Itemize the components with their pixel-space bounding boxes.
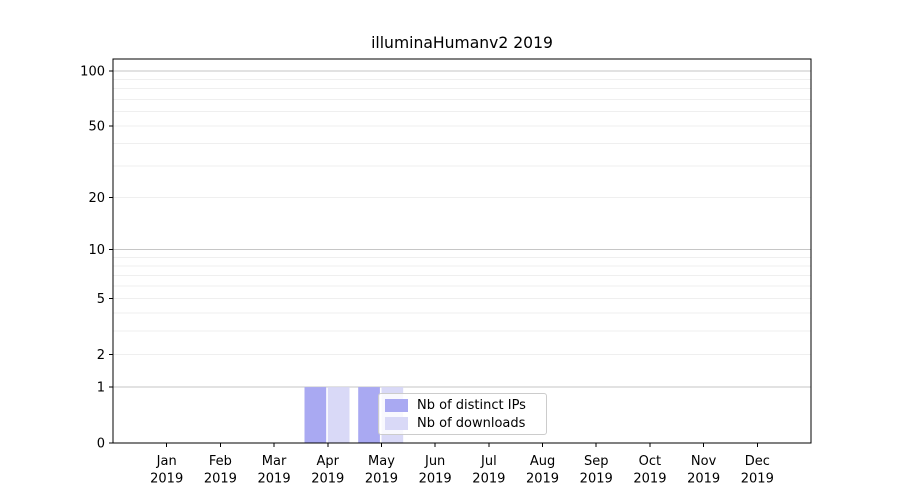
x-tick-label-jul: Jul 2019: [472, 454, 505, 487]
bar-downloads-apr: [327, 387, 350, 443]
y-tick-label-5: 5: [97, 292, 105, 307]
y-tick-label-10: 10: [88, 243, 105, 258]
x-tick-label-aug: Aug 2019: [526, 454, 559, 487]
x-tick-label-jan: Jan 2019: [150, 454, 183, 487]
x-tick-label-jun: Jun 2019: [419, 454, 452, 487]
y-tick-label-2: 2: [97, 348, 105, 363]
legend-label-downloads: Nb of downloads: [417, 415, 526, 431]
x-tick-label-mar: Mar 2019: [258, 454, 291, 487]
chart-title: illuminaHumanv2 2019: [371, 34, 553, 52]
y-tick-label-1: 1: [97, 381, 105, 396]
legend-item-distinct-ips: Nb of distinct IPs: [385, 397, 540, 413]
axes-frame: [112, 58, 812, 444]
x-tick-label-oct: Oct 2019: [633, 454, 666, 487]
y-tick-label-100: 100: [80, 64, 105, 79]
x-tick-label-feb: Feb 2019: [204, 454, 237, 487]
x-tick-label-dec: Dec 2019: [741, 454, 774, 487]
legend: Nb of distinct IPs Nb of downloads: [378, 393, 547, 435]
legend-swatch-downloads: [385, 416, 408, 430]
x-tick-label-may: May 2019: [365, 454, 398, 487]
bar-distinct-ips-apr: [304, 387, 327, 443]
y-tick-label-20: 20: [88, 191, 105, 206]
x-tick-label-nov: Nov 2019: [687, 454, 720, 487]
y-tick-label-0: 0: [97, 437, 105, 452]
legend-label-distinct-ips: Nb of distinct IPs: [417, 397, 526, 413]
y-tick-label-50: 50: [88, 119, 105, 134]
bar-distinct-ips-may: [358, 387, 380, 443]
legend-swatch-distinct-ips: [385, 398, 408, 412]
x-tick-label-sep: Sep 2019: [580, 454, 613, 487]
legend-item-downloads: Nb of downloads: [385, 415, 540, 431]
x-tick-label-apr: Apr 2019: [311, 454, 344, 487]
